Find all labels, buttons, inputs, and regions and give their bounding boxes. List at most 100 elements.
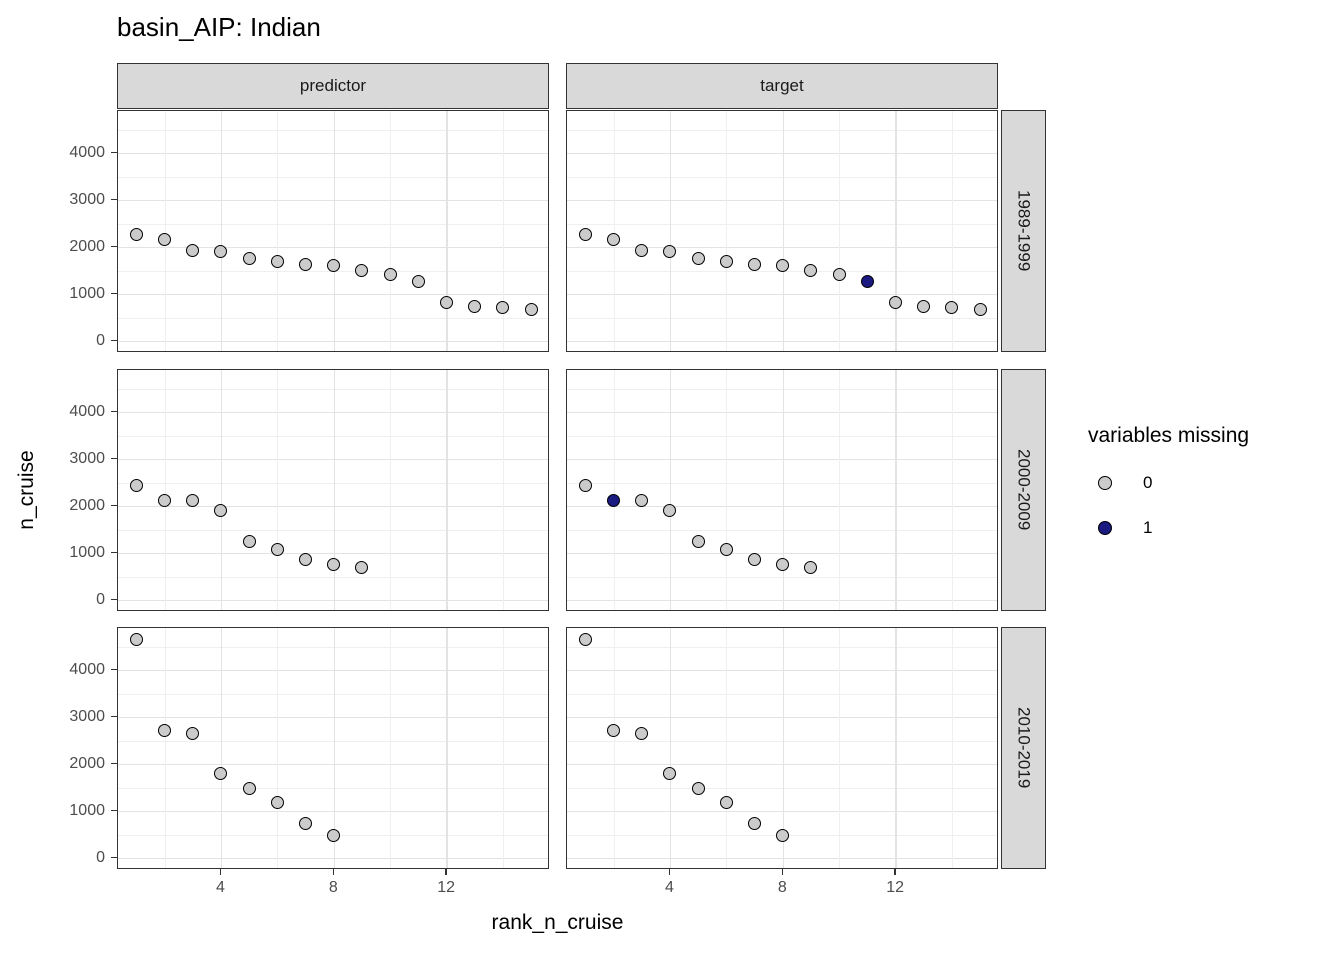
y-axis-tick (111, 339, 117, 342)
x-axis-tick-label: 12 (437, 879, 455, 896)
data-point (298, 816, 312, 830)
gridline-minor (567, 576, 997, 578)
data-point (327, 258, 341, 272)
y-axis-tick-label: 2000 (69, 754, 105, 772)
data-point (776, 829, 790, 843)
gridline-minor (503, 628, 504, 868)
gridline-major (669, 111, 672, 351)
gridline-major (895, 628, 897, 868)
gridline-minor (118, 693, 548, 695)
gridline-major (782, 111, 785, 351)
data-point (186, 726, 200, 740)
gridline-major (220, 111, 223, 351)
gridline-minor (164, 111, 166, 351)
gridline-major (220, 370, 223, 610)
data-point (129, 632, 143, 646)
gridline-minor (567, 787, 997, 789)
x-axis-tick (668, 869, 671, 875)
facet-panel (117, 369, 549, 611)
y-axis-tick (111, 856, 117, 859)
gridline-major (567, 669, 997, 672)
data-point (242, 534, 256, 548)
data-point (327, 829, 341, 843)
gridline-major (118, 411, 548, 414)
y-axis-title: n_cruise (15, 450, 38, 530)
gridline-minor (567, 740, 997, 742)
data-point (129, 478, 143, 492)
gridline-major (567, 293, 997, 296)
gridline-major (333, 628, 336, 868)
gridline-minor (503, 370, 504, 610)
gridline-minor (118, 740, 548, 742)
y-axis-tick-label: 1000 (69, 801, 105, 819)
legend-entry: 1 (1088, 518, 1344, 538)
gridline-minor (726, 370, 728, 610)
data-point (747, 257, 761, 271)
gridline-major (118, 458, 548, 461)
data-point (270, 254, 284, 268)
legend-key-circle-1 (1098, 521, 1112, 535)
gridline-minor (567, 223, 997, 225)
y-axis-tick (111, 457, 117, 460)
facet-strip-row: 1989-1999 (1001, 110, 1046, 352)
gridline-minor (952, 111, 953, 351)
data-point (157, 493, 171, 507)
data-point (888, 295, 902, 309)
gridline-minor (839, 628, 841, 868)
gridline-minor (952, 628, 953, 868)
data-point (242, 782, 256, 796)
y-axis-tick (111, 292, 117, 295)
gridline-major (782, 370, 785, 610)
data-point (186, 494, 200, 508)
gridline-minor (164, 370, 166, 610)
facet-strip-column: target (566, 63, 998, 109)
facet-panel (566, 627, 998, 869)
gridline-minor (390, 370, 392, 610)
y-axis-tick (111, 504, 117, 507)
y-axis-tick (111, 151, 117, 154)
gridline-major (895, 370, 897, 610)
gridline-major (567, 857, 997, 860)
y-axis-tick-label: 3000 (69, 449, 105, 467)
data-point (524, 303, 538, 316)
data-point (663, 245, 677, 259)
facet-strip-row: 2010-2019 (1001, 627, 1046, 869)
gridline-minor (567, 388, 997, 390)
legend-entry: 0 (1088, 473, 1344, 493)
gridline-major (118, 199, 548, 202)
data-point (663, 766, 677, 780)
y-axis-tick (111, 551, 117, 554)
x-axis-tick-label: 4 (665, 879, 674, 896)
x-axis-tick-label: 8 (328, 879, 338, 896)
gridline-minor (726, 111, 728, 351)
data-point (606, 724, 620, 738)
data-point (214, 766, 228, 780)
gridline-minor (567, 435, 997, 437)
y-axis-tick (111, 198, 117, 201)
data-point (578, 478, 592, 492)
y-axis-tick-label: 3000 (69, 190, 105, 208)
legend-key-circle-0 (1098, 476, 1112, 490)
data-point (719, 796, 733, 810)
data-point (129, 227, 143, 241)
gridline-minor (118, 435, 548, 437)
gridline-major (118, 599, 548, 602)
y-axis-tick (111, 598, 117, 601)
data-point (776, 558, 790, 572)
x-axis-tick (219, 869, 222, 875)
gridline-minor (118, 576, 548, 578)
gridline-major (567, 458, 997, 461)
data-point (411, 274, 425, 288)
gridline-minor (613, 111, 615, 351)
y-axis-tick-label: 4000 (69, 660, 105, 678)
data-point (691, 534, 705, 548)
gridline-major (333, 370, 336, 610)
gridline-major (567, 763, 997, 766)
y-axis-tick-label: 1000 (69, 284, 105, 302)
y-axis-tick-label: 2000 (69, 496, 105, 514)
data-point (776, 258, 790, 272)
data-point (606, 493, 620, 507)
data-point (298, 553, 312, 567)
gridline-minor (118, 787, 548, 789)
data-point (578, 227, 592, 241)
